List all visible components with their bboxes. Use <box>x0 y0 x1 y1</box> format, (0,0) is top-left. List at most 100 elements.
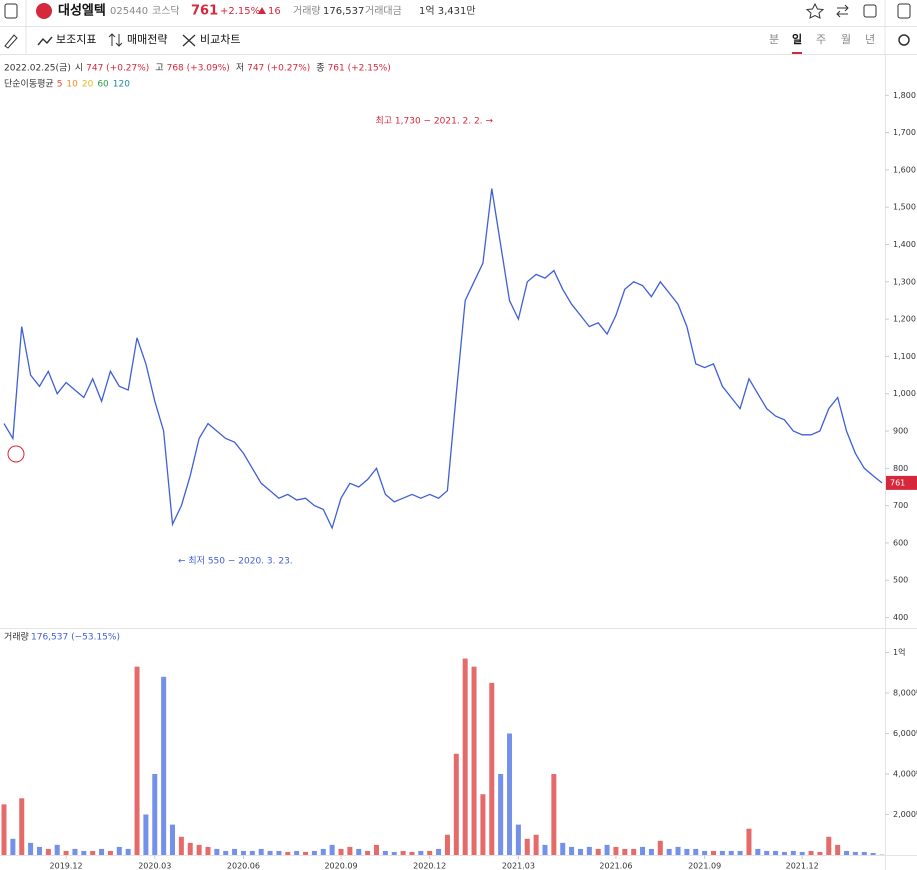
volume-bar <box>631 848 637 855</box>
volume-bar <box>338 848 344 855</box>
y-tick-label: 600 <box>893 538 908 547</box>
settings-icon[interactable] <box>898 34 910 46</box>
toolbar-item[interactable]: 매매전략 <box>127 33 167 46</box>
ma-legend-item: 60 <box>97 80 109 90</box>
ma-legend-item: 20 <box>82 80 94 90</box>
toolbar-item[interactable]: 보조지표 <box>56 33 96 46</box>
volume-bar <box>657 840 663 855</box>
indicator-icon[interactable] <box>37 36 53 46</box>
y-tick-label: 1,000 <box>893 389 916 398</box>
volume-bar <box>693 848 699 855</box>
volume-bar <box>232 848 238 855</box>
stock-code: 025440 <box>110 6 148 17</box>
volume-bar <box>382 850 388 855</box>
sidebar-icon[interactable] <box>4 3 18 19</box>
panel-icon[interactable] <box>897 3 911 19</box>
volume-bar <box>551 773 557 855</box>
x-tick-label: 2021.06 <box>599 862 632 870</box>
volume-bar <box>303 851 309 855</box>
volume-bar <box>675 846 681 855</box>
volume-tick-label: 2,000만 <box>893 810 917 819</box>
compare-icon[interactable] <box>182 34 196 47</box>
volume-bar <box>781 851 787 855</box>
volume-bar <box>684 848 690 855</box>
y-tick-label: 700 <box>893 501 908 510</box>
volume-bar <box>489 682 495 855</box>
favorite-icon[interactable] <box>805 2 825 19</box>
volume-bar <box>170 824 176 855</box>
volume-bar <box>622 848 628 855</box>
volume-bar <box>586 846 592 855</box>
volume-bar <box>755 848 761 855</box>
x-tick-label: 2021.09 <box>688 862 721 870</box>
volume-bar <box>861 851 867 855</box>
high-annotation: 최고 1,730 − 2021. 2. 2. → <box>375 116 493 127</box>
y-tick-label: 1,100 <box>893 352 916 361</box>
volume-bar <box>453 753 459 855</box>
volume-bar <box>249 850 255 855</box>
volume-bar <box>125 848 131 855</box>
period-tab[interactable]: 분 <box>769 33 779 46</box>
y-tick-label: 1,700 <box>893 128 916 137</box>
volume-bar <box>356 848 362 855</box>
volume-bar <box>560 842 566 855</box>
volume-bar <box>799 851 805 855</box>
volume-bar <box>391 851 397 855</box>
period-tab[interactable]: 월 <box>841 33 851 46</box>
volume-bar <box>728 850 734 855</box>
market: 코스닥 <box>152 5 180 17</box>
volume-bar <box>45 848 51 855</box>
strategy-icon[interactable] <box>108 33 123 47</box>
volume-bar <box>409 851 415 855</box>
scroll-button[interactable] <box>7 445 25 463</box>
volume-bar <box>471 666 477 855</box>
period-tab[interactable]: 년 <box>865 33 875 46</box>
ma-legend-label: 단순이동평균 <box>4 79 54 90</box>
volume-bar <box>285 851 291 855</box>
volume-bar <box>63 850 69 855</box>
x-tick-label: 2020.03 <box>138 862 171 870</box>
volume-bar <box>152 773 158 855</box>
change-pct: +2.15% <box>220 6 260 17</box>
volume-bar <box>90 850 96 855</box>
x-tick-label: 2019.12 <box>50 862 83 870</box>
volume-bar <box>844 850 850 855</box>
volume-bar <box>116 846 122 855</box>
volume-bar <box>507 733 513 855</box>
volume-bar <box>613 846 619 855</box>
toolbar-item[interactable]: 비교차트 <box>200 33 240 46</box>
active-tab-underline <box>792 52 802 54</box>
volume-bar <box>19 798 25 855</box>
volume-bar <box>107 850 113 855</box>
ohlc-label: 저 <box>236 63 244 74</box>
volume-bar <box>320 848 326 855</box>
volume-bar <box>329 844 335 855</box>
ohlc-date: 2022.02.25(금) <box>4 63 71 74</box>
edit-icon[interactable] <box>863 4 877 18</box>
y-tick-label: 1,400 <box>893 240 916 249</box>
volume-bar <box>72 848 78 855</box>
draw-icon[interactable] <box>4 34 18 49</box>
volume-tick-label: 1억 <box>893 647 905 657</box>
low-annotation: ← 최저 550 − 2020. 3. 23. <box>178 556 293 567</box>
volume-bar <box>267 850 273 855</box>
volume-bar <box>515 824 521 855</box>
period-tab[interactable]: 일 <box>792 32 802 46</box>
volume-bar <box>462 658 468 855</box>
volume-bar <box>498 773 504 855</box>
volume-bar <box>99 848 105 855</box>
ohlc-value: 761 (+2.15%) <box>328 64 391 74</box>
change: 16 <box>268 6 281 17</box>
volume-bar <box>835 844 841 855</box>
volume-bar <box>276 850 282 855</box>
y-tick-label: 1,800 <box>893 91 916 100</box>
volume-bar <box>640 846 646 855</box>
x-tick-label: 2020.12 <box>413 862 446 870</box>
volume-bar <box>1 804 7 855</box>
swap-icon[interactable] <box>836 4 849 18</box>
volume-bar <box>444 834 450 855</box>
volume-bar <box>773 850 779 855</box>
period-tab[interactable]: 주 <box>816 33 826 46</box>
volume: 176,537 <box>323 6 364 17</box>
